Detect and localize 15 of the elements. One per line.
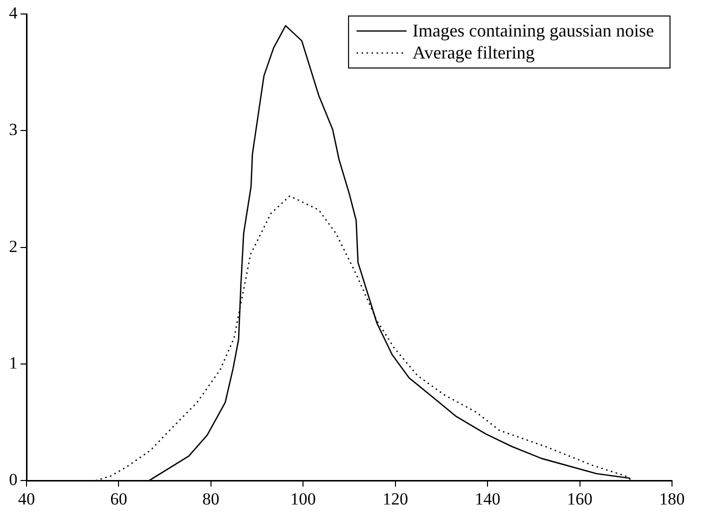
x-tick-label: 160 — [567, 489, 593, 508]
x-tick-label: 60 — [110, 489, 128, 508]
x-tick-label: 180 — [659, 489, 685, 508]
legend-label: Average filtering — [412, 42, 535, 63]
x-tick-label: 100 — [290, 489, 316, 508]
y-tick-label: 4 — [9, 3, 18, 22]
y-tick-label: 1 — [9, 353, 18, 372]
x-tick-label: 140 — [474, 489, 500, 508]
y-tick-label: 0 — [9, 470, 18, 490]
y-tick-label: 3 — [9, 120, 18, 140]
x-tick-label: 120 — [382, 489, 408, 508]
x-tick-label: 80 — [202, 489, 220, 508]
y-tick-label: 2 — [9, 236, 18, 256]
legend-label: Images containing gaussian noise — [412, 20, 654, 41]
x-tick-label: 40 — [18, 489, 35, 508]
